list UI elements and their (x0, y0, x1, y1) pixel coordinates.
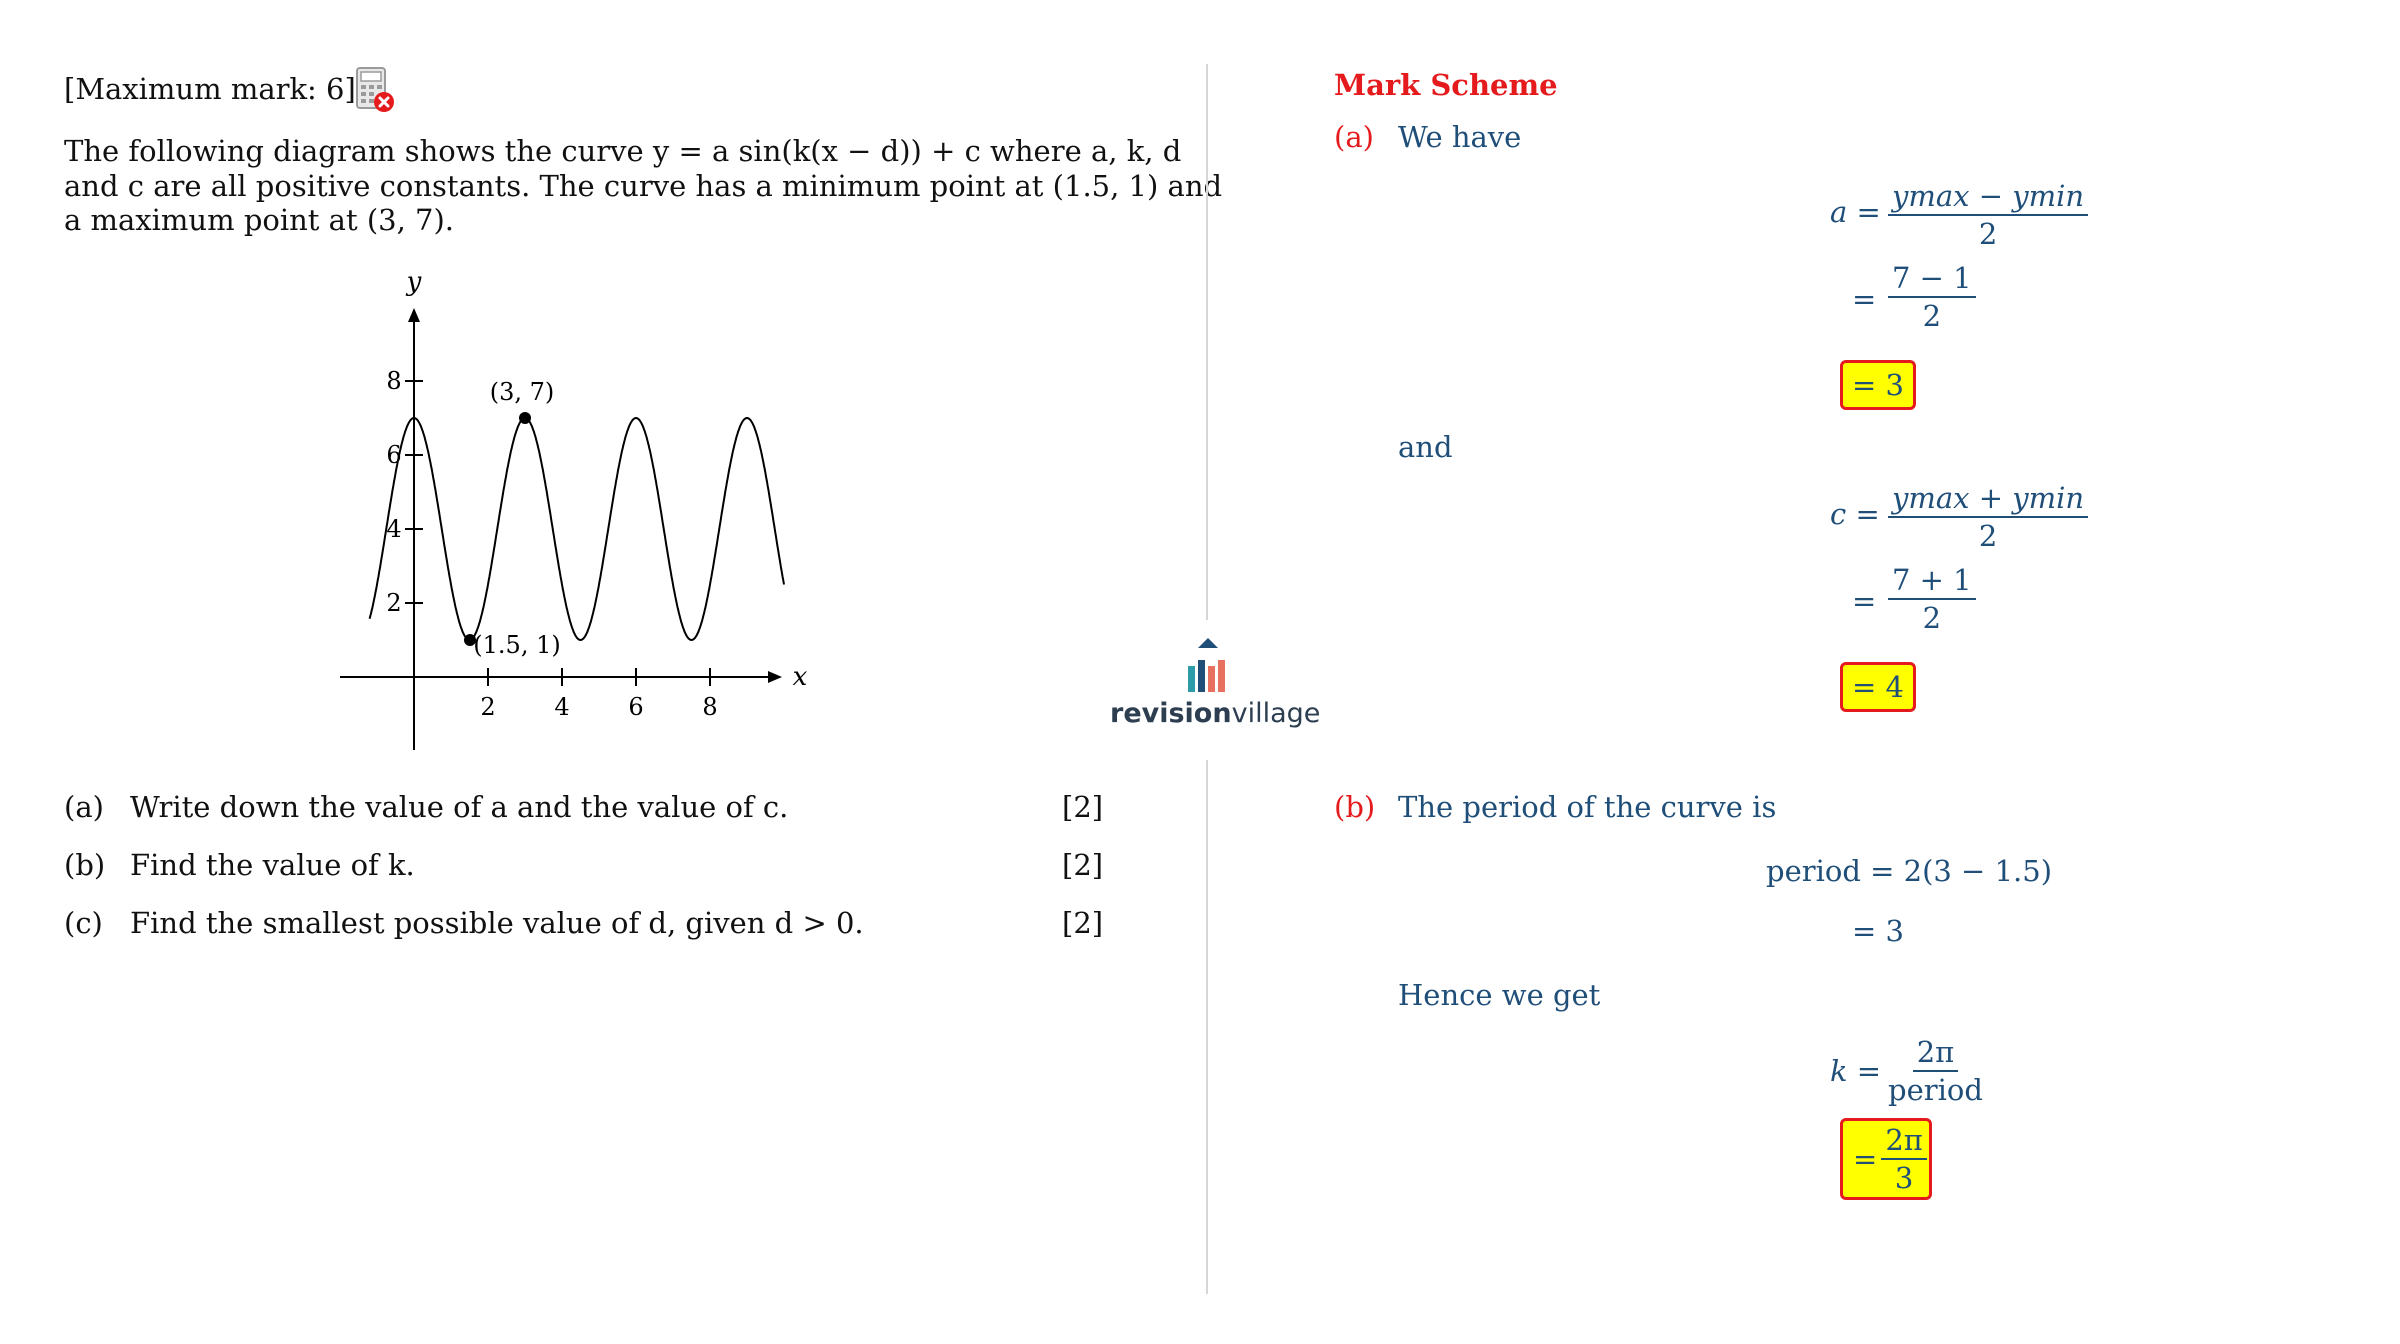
k-lhs: k = (1830, 1054, 1882, 1088)
a-fraction2-denominator: 2 (1922, 299, 1942, 333)
mark-scheme-title: Mark Scheme (1334, 68, 1558, 102)
a-fraction2-numerator: 7 − 1 (1888, 262, 1976, 298)
calculator-not-allowed-icon (355, 66, 395, 114)
y-axis-arrow (408, 308, 420, 322)
hence-text: Hence we get (1398, 978, 1601, 1012)
ms-part-b-intro: The period of the curve is (1398, 790, 1777, 824)
ms-part-a-intro: We have (1398, 120, 1522, 154)
a-lhs: a = (1830, 195, 1881, 229)
k-fraction-denominator: period (1888, 1073, 1983, 1107)
y-tick-label: 4 (386, 515, 401, 543)
part-b-label: (b) (64, 848, 106, 882)
part-a-label: (a) (64, 790, 104, 824)
x-axis-label: x (793, 662, 808, 692)
c-equals: = (1852, 584, 1877, 618)
max-point (519, 412, 531, 424)
y-tick-label: 2 (386, 589, 401, 617)
intro-line-3: a maximum point at (3, 7). (64, 203, 455, 237)
x-tick-label: 6 (628, 693, 643, 721)
c-fraction-numerator: ymax + ymin (1888, 482, 2089, 518)
c-fraction-denominator: 2 (1978, 519, 1998, 553)
k-answer-denominator: 3 (1894, 1161, 1914, 1195)
k-answer-box: = 2π 3 (1840, 1118, 1932, 1200)
part-c-text: Find the smallest possible value of d, g… (130, 906, 864, 940)
c-answer-box: = 4 (1840, 662, 1916, 712)
x-tick-label: 8 (702, 693, 717, 721)
part-a-text: Write down the value of a and the value … (130, 790, 789, 824)
k-fraction-numerator: 2π (1912, 1036, 1959, 1072)
a-fraction-denominator: 2 (1978, 217, 1998, 251)
a-equals: = (1852, 282, 1877, 316)
period-result: = 3 (1852, 914, 1904, 948)
part-a-marks: [2] (1062, 790, 1104, 824)
k-answer-numerator: 2π (1881, 1124, 1927, 1160)
max-point-label: (3, 7) (490, 378, 555, 406)
intro-line-2: and c are all positive constants. The cu… (64, 169, 1223, 203)
period-equation: period = 2(3 − 1.5) (1766, 854, 2053, 888)
x-axis-arrow (768, 671, 782, 683)
logo-mark-icon (1188, 638, 1225, 692)
max-mark: [Maximum mark: 6] (64, 72, 356, 106)
logo-brand-light: village (1231, 698, 1321, 729)
and-text: and (1398, 430, 1453, 464)
a-answer-box: = 3 (1840, 360, 1916, 410)
sine-curve (368, 416, 785, 642)
sine-graph: 2 4 6 8 2 4 6 8 y x (3, 7) (1.5, 1) (340, 267, 808, 750)
part-c-marks: [2] (1062, 906, 1104, 940)
part-b-text: Find the value of k. (130, 848, 415, 882)
c-lhs: c = (1830, 497, 1880, 531)
c-fraction2-denominator: 2 (1922, 601, 1942, 635)
part-c-label: (c) (64, 906, 103, 940)
a-fraction-numerator: ymax − ymin (1888, 180, 2089, 216)
c-fraction2-numerator: 7 + 1 (1888, 564, 1976, 600)
min-point-label: (1.5, 1) (473, 631, 560, 659)
logo-brand-bold: revision (1110, 698, 1232, 729)
x-tick-label: 4 (554, 693, 569, 721)
ms-part-b-label: (b) (1334, 790, 1376, 824)
y-tick-label: 8 (386, 367, 401, 395)
k-answer-equals: = (1853, 1142, 1878, 1176)
revision-village-logo: revisionvillage (1110, 620, 1320, 760)
min-point (464, 634, 476, 646)
x-tick-label: 2 (480, 693, 495, 721)
ms-part-a-label: (a) (1334, 120, 1374, 154)
y-axis-label: y (406, 267, 422, 297)
part-b-marks: [2] (1062, 848, 1104, 882)
intro-line-1: The following diagram shows the curve y … (64, 134, 1182, 168)
